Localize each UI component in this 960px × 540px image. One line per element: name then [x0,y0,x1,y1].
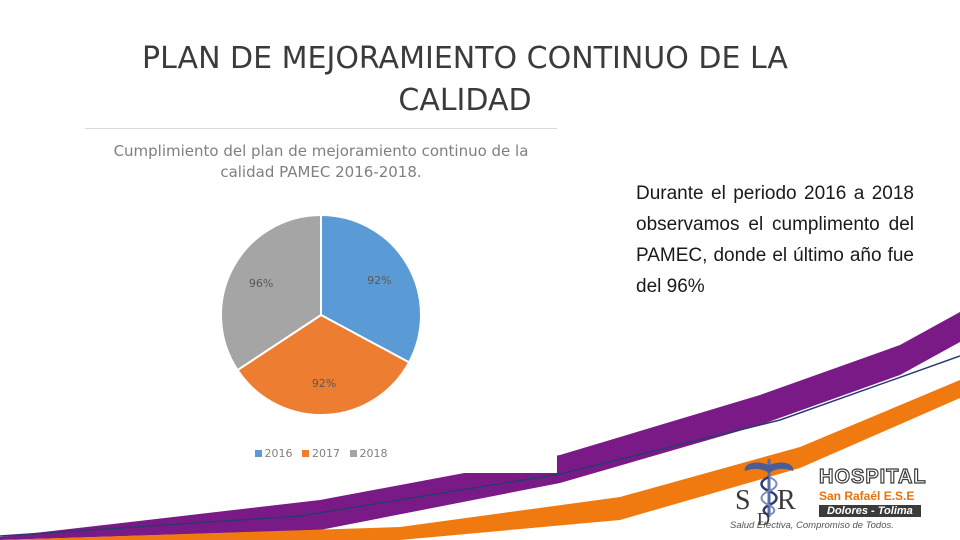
svg-text:D: D [757,509,770,527]
logo-hospital-name: HOSPITAL [818,465,927,488]
pie-slice-2018 [220,213,322,372]
summary-text: Durante el periodo 2016 a 2018 observamo… [636,183,914,297]
pie-chart: Cumplimiento del plan de mejoramiento co… [85,128,557,473]
svg-text:S: S [735,485,751,516]
legend-item-2016: 2016 [254,447,293,460]
hospital-caduceus-logo-icon: S R D [735,459,796,527]
legend-label-2018: 2018 [359,447,388,460]
chart-title: Cumplimiento del plan de mejoramiento co… [113,142,529,181]
navy-line [0,355,960,537]
logo-slogan: Salud Efectiva, Compromiso de Todos. [730,520,894,531]
legend-swatch-2018 [349,450,357,457]
chart-legend: 2016 2017 2018 [85,447,557,460]
logo-hospital-location: Dolores - Tolima [819,505,921,517]
legend-swatch-2017 [302,450,309,457]
legend-item-2018: 2018 [349,447,388,460]
hospital-logo: S R D HOSPITAL San Rafaél E.S.E Dolores … [727,455,952,535]
purple-band [0,312,960,540]
legend-swatch-2016 [254,450,262,457]
pie-slice-2016 [320,213,422,364]
legend-item-2017: 2017 [302,447,340,460]
svg-text:R: R [777,485,796,516]
pie-plot: 92% 92% 96% [220,213,422,416]
pie-slice-2017 [236,313,411,416]
legend-label-2017: 2017 [312,447,340,460]
pie-label-2018: 96% [249,277,273,290]
logo-hospital-subtitle: San Rafaél E.S.E [819,489,915,503]
pie-label-2017: 92% [312,377,336,390]
legend-label-2016: 2016 [264,447,293,460]
slide-title: PLAN DE MEJORAMIENTO CONTINUO DE LA CALI… [142,41,788,118]
pie-label-2016: 92% [367,274,391,287]
